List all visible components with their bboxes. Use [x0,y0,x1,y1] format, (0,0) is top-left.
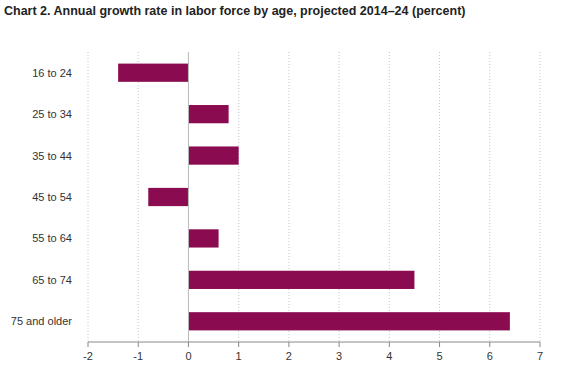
category-label: 16 to 24 [32,67,72,79]
category-label: 55 to 64 [32,232,72,244]
x-tick [339,342,340,347]
grid-line [288,52,289,342]
grid-line [540,52,541,342]
category-label: 75 and older [11,315,72,327]
bar [148,188,188,206]
x-tick-label: 3 [336,350,342,362]
x-tick-label: -1 [133,350,143,362]
grid-line [138,52,139,342]
x-tick-label: 5 [436,350,442,362]
bars [118,64,510,331]
grid-line [88,52,89,342]
category-label: 45 to 54 [32,191,72,203]
chart-svg: -2 -1 0 1 2 3 4 5 6 7 16 to 24 25 to 34 35 to 44 45 t… [0,0,588,376]
bar [188,312,509,330]
x-tick [288,342,289,347]
x-tick [389,342,390,347]
x-tick-label: 6 [487,350,493,362]
x-tick-label: 1 [236,350,242,362]
category-label: 25 to 34 [32,108,72,120]
grid-line [489,52,490,342]
grid-line [188,52,189,342]
grid-line [439,52,440,342]
x-tick [238,342,239,347]
x-axis-line [88,342,540,343]
x-tick [138,342,139,347]
x-tick [88,342,89,347]
x-tick [439,342,440,347]
x-tick [489,342,490,347]
x-tick [540,342,541,347]
category-label: 35 to 44 [32,150,72,162]
bar [188,146,238,164]
grid-line [339,52,340,342]
bar [188,271,414,289]
x-tick-label: 4 [386,350,392,362]
chart-title: Chart 2. Annual growth rate in labor for… [4,3,484,19]
category-label: 65 to 74 [32,274,72,286]
x-tick-label: -2 [83,350,93,362]
grid-line [238,52,239,342]
x-tick-label: 2 [286,350,292,362]
x-tick-label: 7 [537,350,543,362]
bar [118,64,188,82]
zero-line [188,52,189,342]
x-tick [188,342,189,347]
x-tick-label: 0 [185,350,191,362]
grid-line [389,52,390,342]
bar [188,229,218,247]
bar [188,105,228,123]
